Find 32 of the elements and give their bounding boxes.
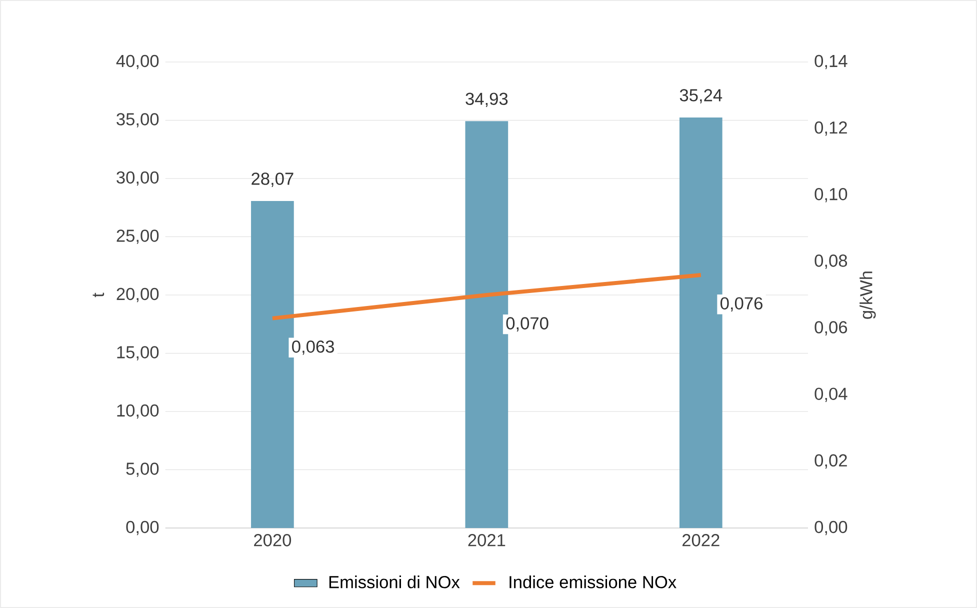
y-tick-label: 15,00 [117,346,159,360]
x-tick-label: 2020 [254,534,292,546]
y2-tick-label: 0,10 [814,188,848,202]
y2-tick-label: 0,00 [814,520,848,536]
data-label: 34,93 [466,92,508,108]
y-axis-title: t [92,292,104,298]
y-tick-label: 35,00 [116,113,159,128]
y-tick-label: 40,00 [116,54,159,70]
data-label: 35,24 [680,89,722,104]
y2-tick-label: 0,06 [814,321,848,336]
y2-tick-label: 0,02 [814,454,847,469]
y2-tick-label: 0,08 [814,254,848,269]
data-label: 0,063 [292,340,334,355]
y2-tick-label: 0,14 [814,54,848,70]
y-tick-label: 0,00 [126,520,159,536]
y-tick-label: 30,00 [116,171,159,186]
bar [251,200,294,528]
x-tick-label: 2022 [682,534,720,546]
legend-label: Emissioni di NOx [329,576,460,588]
legend-label: Indice emissione NOx [510,576,676,588]
y2-tick-label: 0,12 [814,121,847,136]
y-tick-label: 10,00 [117,404,159,419]
y-tick-label: 25,00 [116,230,159,244]
y2-tick-label: 0,04 [814,388,848,402]
bar [679,117,722,528]
data-label: 0,070 [506,317,548,332]
x-tick-label: 2021 [468,534,506,546]
data-label: 28,07 [252,172,294,187]
y-tick-label: 5,00 [126,462,159,477]
y-tick-label: 20,00 [116,288,159,302]
data-label: 0,076 [720,297,762,312]
y2-axis-title: g/kWh [860,272,876,319]
